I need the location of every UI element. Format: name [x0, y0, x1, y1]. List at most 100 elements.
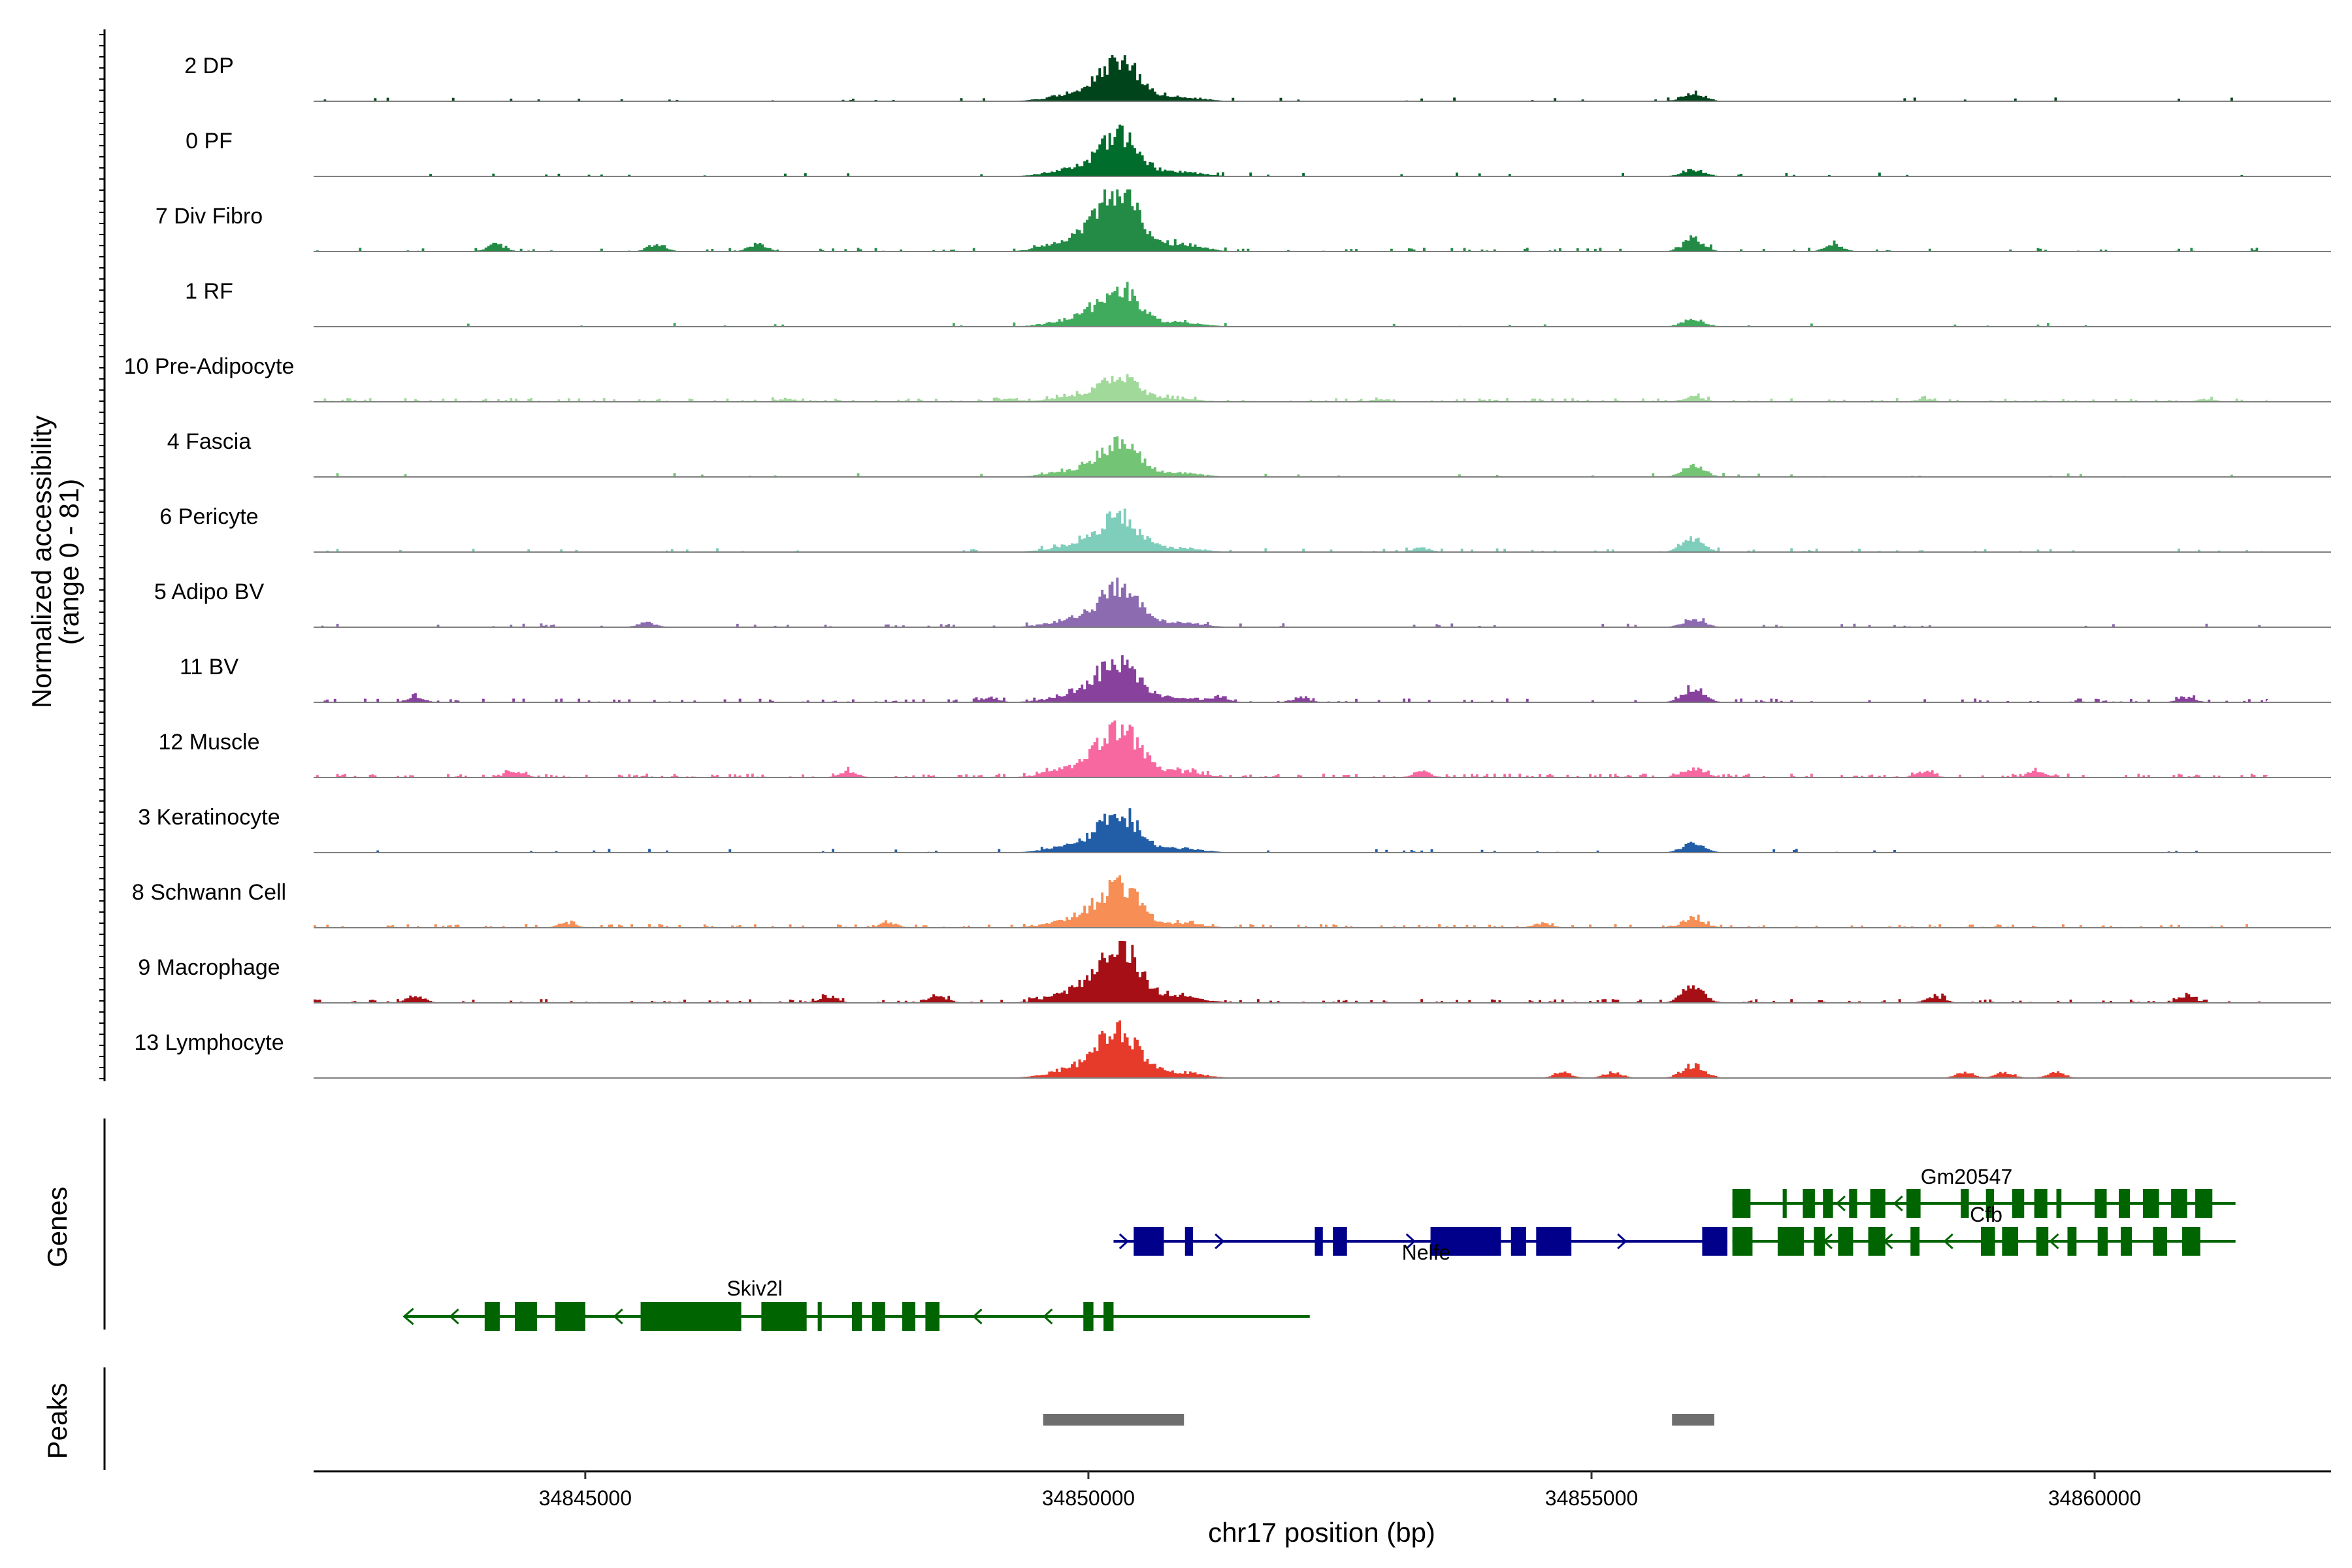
gene-exon	[1134, 1227, 1164, 1256]
gene-exon	[1906, 1189, 1921, 1218]
x-axis: 34845000 34850000 34855000 34860000	[314, 1470, 2331, 1510]
gene-exon	[484, 1302, 500, 1331]
gene-exon	[1838, 1227, 1854, 1256]
track-label: 8 Schwann Cell	[132, 880, 286, 905]
gene-exon	[1103, 1302, 1114, 1331]
track-label: 2 DP	[184, 54, 234, 78]
strand-chevron	[1883, 1233, 1893, 1250]
peaks-panel-label: Peaks	[42, 1383, 73, 1460]
gene-Skiv2l	[402, 1302, 1310, 1331]
gene-exon	[1782, 1189, 1787, 1218]
gene-exon	[1803, 1189, 1815, 1218]
peak-region-2	[1672, 1414, 1714, 1426]
gene-exon	[2056, 1189, 2062, 1218]
gene-exon	[1184, 1227, 1194, 1256]
gene-exon	[1814, 1227, 1825, 1256]
track-label: 5 Adipo BV	[154, 580, 265, 604]
gene-exon	[2036, 1227, 2049, 1256]
gene-exon	[640, 1302, 742, 1331]
strand-chevron	[1119, 1233, 1130, 1250]
y-axis-label: Normalized accessibility	[26, 416, 57, 708]
y-axis-range-label: (range 0 - 81)	[54, 479, 84, 645]
track-label: 6 Pericyte	[159, 504, 258, 529]
gene-exon	[1868, 1227, 1886, 1256]
coverage-area-4	[314, 282, 2268, 327]
track-10: 12 Muscle	[159, 720, 2331, 778]
gene-exon	[1333, 1227, 1347, 1256]
gene-Cfb	[1732, 1227, 2236, 1256]
gene-exon	[2142, 1189, 2159, 1218]
gene-exon	[1981, 1227, 1995, 1256]
gene-exon	[1536, 1227, 1572, 1256]
x-tick-label: 34860000	[2048, 1486, 2141, 1510]
track-6: 4 Fascia	[167, 429, 2331, 478]
track-label: 0 PF	[186, 129, 233, 154]
coverage-area-6	[314, 436, 2268, 477]
gene-exon	[555, 1302, 585, 1331]
gene-exon	[1511, 1227, 1526, 1256]
gene-exon	[925, 1302, 939, 1331]
gene-exon	[1083, 1302, 1094, 1331]
gene-exon	[761, 1302, 807, 1331]
strand-chevron	[1405, 1233, 1416, 1250]
coverage-area-8	[314, 578, 2268, 627]
gene-exon	[872, 1302, 885, 1331]
track-13: 9 Macrophage	[138, 941, 2331, 1004]
strand-chevron	[1835, 1195, 1846, 1212]
y-axis	[99, 29, 106, 1081]
gene-exon	[1910, 1227, 1920, 1256]
strand-chevron	[402, 1307, 414, 1326]
coverage-area-3	[314, 189, 2268, 252]
x-tick-label: 34850000	[1042, 1486, 1135, 1510]
gene-exon	[515, 1302, 537, 1331]
strand-chevron	[613, 1308, 623, 1325]
track-3: 7 Div Fibro	[155, 189, 2331, 252]
strand-chevron	[972, 1308, 983, 1325]
track-label: 3 Keratinocyte	[138, 805, 280, 830]
x-tick-label: 34855000	[1545, 1486, 1638, 1510]
track-14: 13 Lymphocyte	[134, 1020, 2331, 1079]
strand-chevron	[1822, 1233, 1833, 1250]
genes-panel-label: Genes	[42, 1186, 73, 1267]
track-label: 7 Div Fibro	[155, 204, 263, 229]
track-label: 9 Macrophage	[138, 955, 280, 980]
gene-exon	[2153, 1227, 2167, 1256]
gene-Gm20547	[1732, 1189, 2236, 1218]
coverage-area-5	[314, 374, 2268, 402]
gene-exon	[902, 1302, 916, 1331]
track-9: 11 BV	[180, 655, 2331, 703]
track-label: 10 Pre-Adipocyte	[124, 354, 295, 379]
gene-exon	[1870, 1189, 1886, 1218]
coverage-area-2	[314, 124, 2268, 176]
track-label: 12 Muscle	[159, 730, 260, 755]
strand-chevron	[449, 1308, 459, 1325]
track-label: 4 Fascia	[167, 429, 252, 454]
gene-exon	[1430, 1227, 1501, 1256]
coverage-area-13	[314, 941, 2268, 1003]
coverage-area-11	[314, 808, 2268, 853]
track-12: 8 Schwann Cell	[132, 875, 2331, 928]
strand-chevron	[1893, 1195, 1903, 1212]
gene-exon	[2119, 1189, 2130, 1218]
gene-label-Skiv2l: Skiv2l	[727, 1277, 782, 1300]
strand-chevron	[1215, 1233, 1225, 1250]
gene-exon	[2097, 1227, 2108, 1256]
strand-chevron	[2036, 1195, 2047, 1212]
gene-exon	[1823, 1189, 1833, 1218]
coverage-area-9	[314, 655, 2268, 702]
gene-exon	[2182, 1227, 2200, 1256]
track-label: 1 RF	[185, 279, 233, 304]
coverage-area-10	[314, 720, 2268, 777]
gene-Nelfe	[1113, 1227, 1727, 1256]
strand-chevron	[2146, 1195, 2156, 1212]
gene-label-Gm20547: Gm20547	[1921, 1165, 2013, 1188]
x-axis-label: chr17 position (bp)	[1208, 1517, 1435, 1548]
gene-exon	[817, 1302, 822, 1331]
coverage-area-1	[314, 55, 2268, 101]
gene-exon	[1777, 1227, 1804, 1256]
gene-exon	[1985, 1189, 1995, 1218]
gene-exon	[1732, 1189, 1751, 1218]
gene-exon	[2095, 1189, 2107, 1218]
strand-chevron	[1943, 1233, 1953, 1250]
coverage-area-14	[314, 1020, 2268, 1078]
